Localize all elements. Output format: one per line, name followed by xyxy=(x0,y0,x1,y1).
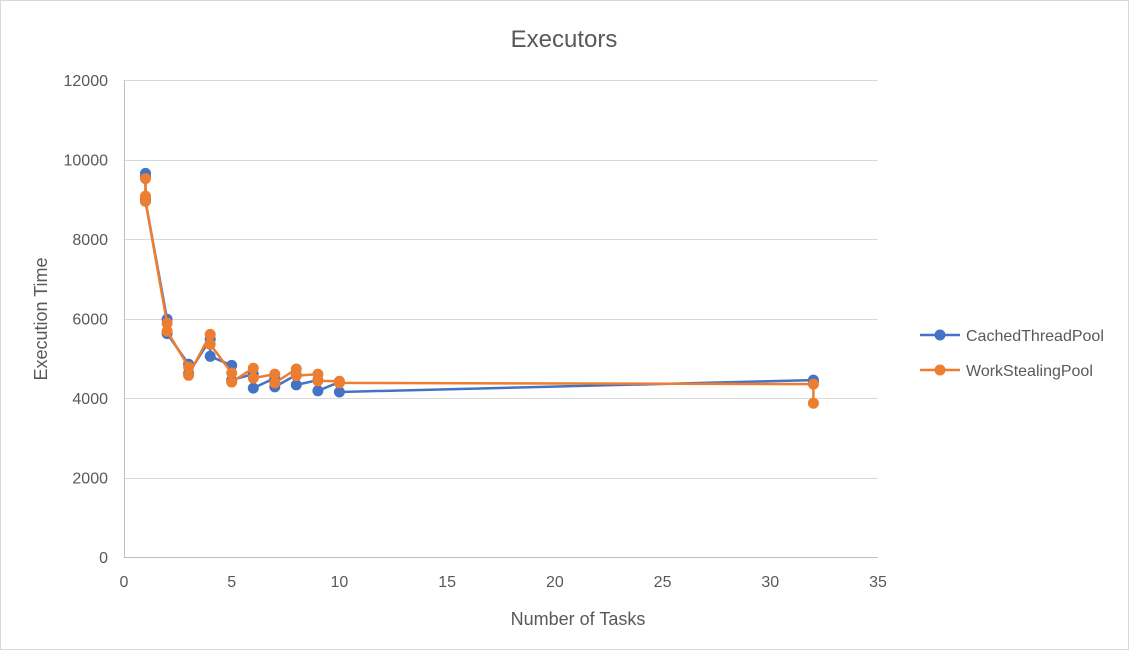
y-tick-label: 8000 xyxy=(72,232,108,249)
y-tick-label: 10000 xyxy=(64,153,109,170)
series-layer xyxy=(140,167,819,409)
axes: 0 2000 4000 6000 8000 10000 12000 0 5 10 15 20 25 30 3… xyxy=(64,73,888,591)
data-point xyxy=(140,195,151,207)
legend-label: CachedThreadPool xyxy=(966,328,1104,345)
legend-marker xyxy=(934,329,946,341)
y-tick-label: 4000 xyxy=(72,391,108,408)
y-tick-label: 0 xyxy=(99,550,108,567)
data-point xyxy=(247,362,259,374)
legend-marker xyxy=(934,364,946,376)
data-point xyxy=(247,372,259,384)
data-point xyxy=(290,379,302,391)
x-tick-label: 25 xyxy=(654,574,672,591)
legend-item: WorkStealingPool xyxy=(920,363,1093,380)
data-point xyxy=(161,325,173,337)
y-axis-title: Execution Time xyxy=(31,257,51,380)
data-point xyxy=(247,382,259,394)
data-point xyxy=(204,328,216,340)
data-point xyxy=(204,350,216,362)
x-tick-label: 15 xyxy=(438,574,456,591)
x-tick-label: 20 xyxy=(546,574,564,591)
x-tick-label: 0 xyxy=(120,574,129,591)
x-tick-label: 5 xyxy=(227,574,236,591)
x-tick-label: 10 xyxy=(331,574,349,591)
data-point xyxy=(333,377,345,389)
data-point xyxy=(226,367,238,379)
data-point xyxy=(807,397,819,409)
legend: CachedThreadPool WorkStealingPool xyxy=(920,328,1104,380)
chart-title: Executors xyxy=(511,26,618,53)
y-tick-label: 2000 xyxy=(72,471,108,488)
data-point xyxy=(226,376,238,388)
gridlines xyxy=(124,80,878,479)
legend-label: WorkStealingPool xyxy=(966,363,1093,380)
data-point xyxy=(183,361,195,373)
data-point xyxy=(269,368,281,380)
y-tick-label: 12000 xyxy=(64,73,109,90)
legend-item: CachedThreadPool xyxy=(920,328,1104,345)
data-point xyxy=(807,378,819,390)
x-tick-label: 30 xyxy=(761,574,779,591)
data-point xyxy=(269,377,281,389)
data-point xyxy=(140,173,151,185)
data-point xyxy=(333,386,345,398)
data-point xyxy=(161,317,173,329)
data-point xyxy=(204,338,216,350)
data-point xyxy=(183,369,195,381)
data-point xyxy=(312,385,324,397)
data-point xyxy=(290,370,302,382)
x-tick-label: 35 xyxy=(869,574,887,591)
x-axis-title: Number of Tasks xyxy=(511,609,646,629)
data-point xyxy=(312,375,324,387)
y-tick-label: 6000 xyxy=(72,312,108,329)
series-workstealingpool xyxy=(140,173,819,409)
